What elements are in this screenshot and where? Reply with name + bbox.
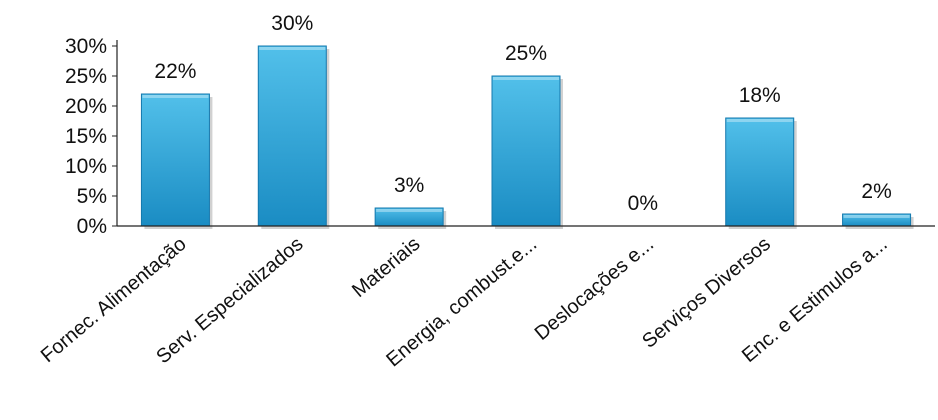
y-tick-label: 20%: [65, 95, 107, 118]
data-label: 0%: [628, 192, 658, 215]
y-axis-ticks: 0% 5% 10% 15% 20% 25% 30%: [65, 35, 117, 238]
y-tick-label: 25%: [65, 65, 107, 88]
bar: [140, 93, 210, 227]
data-label: 25%: [505, 42, 547, 65]
bar-highlight: [376, 209, 443, 212]
value-labels: 22% 30% 3% 25% 0% 18% 2%: [154, 12, 891, 215]
bar-highlight: [493, 77, 559, 80]
bars: [140, 45, 914, 229]
bar-highlight: [843, 215, 910, 218]
data-label: 2%: [861, 180, 891, 203]
bar-highlight: [726, 119, 793, 122]
bar: [725, 117, 795, 227]
data-label: 18%: [739, 84, 781, 107]
y-tick-label: 30%: [65, 35, 107, 58]
y-tick-label: 15%: [65, 125, 107, 148]
bar-highlight: [142, 95, 209, 98]
category-label: Deslocações e...: [531, 233, 658, 345]
bar: [491, 75, 561, 227]
axes: [116, 40, 935, 227]
bar-highlight: [259, 47, 326, 50]
bar: [257, 45, 327, 227]
y-tick-label: 10%: [65, 155, 107, 178]
data-label: 30%: [271, 12, 313, 35]
data-label: 22%: [154, 60, 196, 83]
category-label: Materiais: [348, 233, 424, 302]
category-label: Serviços Diversos: [638, 233, 775, 353]
data-label: 3%: [394, 174, 424, 197]
y-tick-label: 5%: [77, 185, 107, 208]
y-tick-label: 0%: [77, 215, 107, 238]
